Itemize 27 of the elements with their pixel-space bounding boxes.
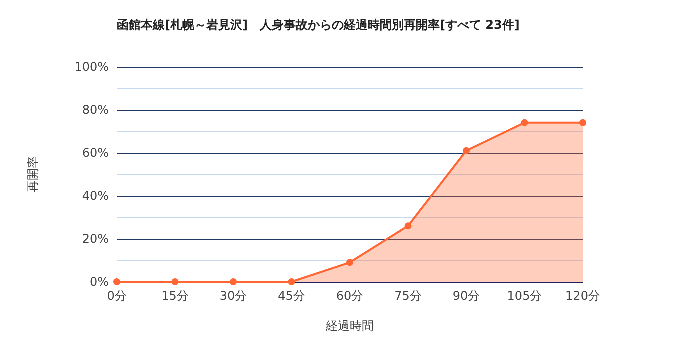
x-tick-label: 90分 bbox=[452, 289, 480, 303]
point bbox=[346, 259, 354, 266]
point bbox=[404, 222, 412, 230]
x-tick-label: 30分 bbox=[220, 289, 248, 303]
y-tick-label: 80% bbox=[82, 103, 109, 117]
point bbox=[288, 278, 296, 286]
x-tick-label: 45分 bbox=[278, 289, 306, 303]
chart-title: 函館本線[札幌～岩見沢] 人身事故からの経過時間別再開率[すべて 23件] bbox=[117, 18, 520, 32]
point bbox=[521, 119, 528, 126]
x-tick-label: 60分 bbox=[336, 289, 364, 303]
x-tick-label: 0分 bbox=[107, 289, 127, 303]
y-tick-label: 100% bbox=[74, 60, 109, 74]
y-tick-label: 0% bbox=[90, 275, 109, 289]
x-tick-label: 105分 bbox=[507, 289, 542, 303]
point bbox=[463, 147, 470, 154]
point bbox=[114, 278, 120, 286]
x-tick-label: 15分 bbox=[162, 289, 189, 303]
point bbox=[172, 278, 179, 286]
point bbox=[230, 278, 237, 286]
x-axis-title: 経過時間 bbox=[325, 319, 374, 333]
y-tick-label: 40% bbox=[82, 189, 109, 203]
point bbox=[580, 119, 586, 126]
x-tick-label: 120分 bbox=[566, 289, 600, 303]
x-tick-label: 75分 bbox=[394, 289, 422, 303]
y-tick-label: 60% bbox=[82, 146, 109, 160]
y-tick-label: 20% bbox=[82, 232, 109, 246]
y-axis-title: 再開率 bbox=[26, 156, 40, 192]
